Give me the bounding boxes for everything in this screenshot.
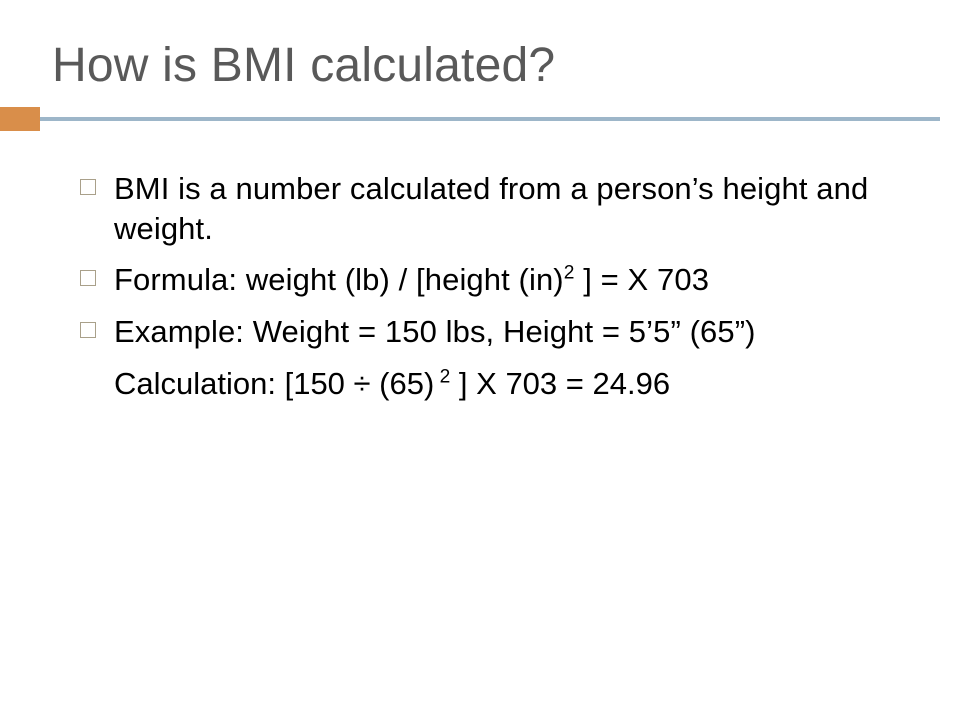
bullet-text: BMI is a number calculated from a person… xyxy=(114,169,900,248)
calc-post: ] X 703 = 24.96 xyxy=(450,366,670,401)
calc-superscript: 2 xyxy=(434,366,450,387)
bullet-item: BMI is a number calculated from a person… xyxy=(80,169,900,248)
bullet-square-icon xyxy=(80,322,96,338)
accent-orange-block xyxy=(0,107,40,131)
bullet-text: Formula: weight (lb) / [height (in)2 ] =… xyxy=(114,260,709,300)
calc-pre: Calculation: [150 ÷ (65) xyxy=(114,366,434,401)
bullet-square-icon xyxy=(80,179,96,195)
bullet-item: Formula: weight (lb) / [height (in)2 ] =… xyxy=(80,260,900,300)
formula-pre: Formula: weight (lb) / [height (in) xyxy=(114,262,564,297)
bullet-item: Example: Weight = 150 lbs, Height = 5’5”… xyxy=(80,312,900,352)
slide-body: BMI is a number calculated from a person… xyxy=(0,131,960,403)
accent-horizontal-line xyxy=(40,117,940,121)
accent-bar xyxy=(0,107,960,131)
calculation-text: Calculation: [150 ÷ (65) 2 ] X 703 = 24.… xyxy=(114,364,900,404)
slide-title: How is BMI calculated? xyxy=(0,38,960,93)
formula-superscript: 2 xyxy=(564,263,575,284)
bullet-square-icon xyxy=(80,270,96,286)
presentation-slide: How is BMI calculated? BMI is a number c… xyxy=(0,0,960,720)
calculation-line: Calculation: [150 ÷ (65) 2 ] X 703 = 24.… xyxy=(80,364,900,404)
bullet-text: Example: Weight = 150 lbs, Height = 5’5”… xyxy=(114,312,756,352)
formula-post: ] = X 703 xyxy=(575,262,710,297)
